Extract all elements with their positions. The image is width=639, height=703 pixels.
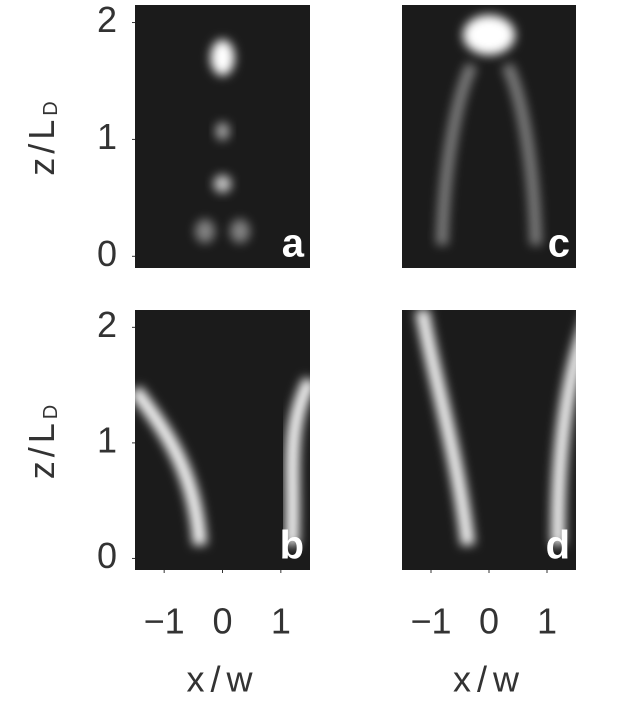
x-axis-label: x/w bbox=[453, 659, 525, 700]
image bbox=[195, 39, 250, 244]
beam bbox=[436, 62, 478, 246]
y-tick-label: 0 bbox=[97, 535, 117, 576]
x-tick-label: 1 bbox=[271, 601, 291, 642]
y-axis-label-main: z/L bbox=[21, 419, 62, 479]
x-tick-label: 1 bbox=[537, 601, 557, 642]
y-axis-label-sub: D bbox=[40, 401, 62, 419]
panel-label: a bbox=[282, 222, 305, 266]
beam bbox=[285, 376, 310, 546]
y-axis-label-sub: D bbox=[40, 97, 62, 115]
image bbox=[436, 15, 542, 246]
beam bbox=[550, 333, 576, 546]
y-axis-label: z/LD bbox=[21, 97, 63, 175]
y-axis-label-main: z/L bbox=[21, 116, 62, 176]
panel-label: c bbox=[548, 222, 570, 266]
beam bbox=[210, 39, 235, 76]
beam bbox=[213, 174, 232, 193]
beam bbox=[135, 385, 207, 546]
panel-label: d bbox=[546, 524, 570, 568]
y-tick-label: 2 bbox=[97, 0, 117, 40]
x-tick-label: 0 bbox=[212, 601, 232, 642]
beam bbox=[215, 122, 230, 141]
image-clip bbox=[195, 39, 250, 244]
beam bbox=[415, 310, 475, 546]
x-axis-label: x/w bbox=[187, 659, 259, 700]
beam bbox=[501, 62, 542, 246]
y-axis-label: z/LD bbox=[21, 401, 63, 479]
image bbox=[135, 376, 310, 546]
x-tick-label: −1 bbox=[144, 601, 185, 642]
y-tick-label: 1 bbox=[97, 419, 117, 460]
y-tick-label: 2 bbox=[97, 304, 117, 345]
x-tick-label: −1 bbox=[410, 601, 451, 642]
image-clip bbox=[436, 15, 542, 246]
image-clip bbox=[415, 310, 576, 546]
x-tick-label: 0 bbox=[479, 601, 499, 642]
beam bbox=[230, 219, 250, 244]
image bbox=[415, 310, 576, 546]
panel-label: b bbox=[280, 524, 304, 568]
beam bbox=[195, 219, 215, 244]
y-tick-label: 1 bbox=[97, 116, 117, 157]
beam bbox=[463, 15, 515, 55]
y-tick-label: 0 bbox=[97, 233, 117, 274]
image-clip bbox=[135, 376, 310, 546]
